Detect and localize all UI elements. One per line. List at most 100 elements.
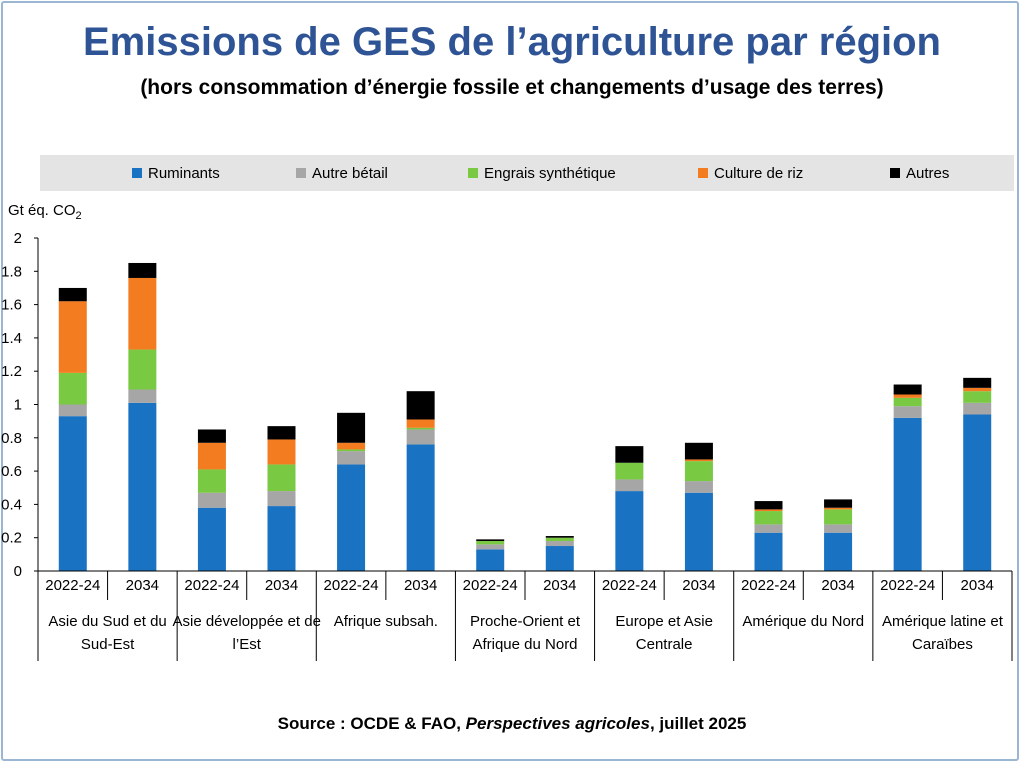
y-tick-label: 2 — [14, 230, 22, 247]
y-tick-label: 1 — [14, 397, 22, 414]
group-label: l’Est — [233, 636, 262, 653]
bar-segment-ruminants — [267, 506, 296, 571]
legend-item-engrais: Engrais synthétique — [468, 164, 616, 182]
bar-segment-autre-betail — [128, 389, 157, 403]
bar-segment-ruminants — [824, 532, 853, 571]
bar-segment-autre-betail — [58, 404, 87, 417]
period-label: 2034 — [543, 577, 576, 594]
bar-segment-engrais — [267, 464, 296, 492]
bar-segment-autres — [754, 501, 783, 510]
chart-title: Emissions de GES de l’agriculture par ré… — [82, 20, 941, 64]
y-tick-label: 0.2 — [1, 530, 22, 547]
bar-segment-ruminants — [476, 549, 505, 571]
bar-segment-autres — [128, 262, 157, 278]
y-tick-label: 0.6 — [1, 463, 22, 480]
bar-segment-riz — [754, 509, 783, 512]
y-axis: 0 0.2 0.4 0.6 0.8 1 1.2 1.4 1.6 1.8 2 — [1, 230, 39, 580]
bar-segment-autres — [337, 412, 366, 443]
legend-label-engrais: Engrais synthétique — [484, 164, 616, 182]
bar-segment-autre-betail — [476, 544, 505, 550]
bar-segment-ruminants — [58, 416, 87, 571]
group-label: Amérique du Nord — [742, 613, 864, 630]
period-label: 2034 — [126, 577, 159, 594]
bar-segment-engrais — [963, 391, 992, 403]
period-label: 2022-24 — [463, 577, 518, 594]
bar-segment-ruminants — [615, 491, 644, 571]
bar-segment-engrais — [337, 449, 366, 452]
bar-segment-engrais — [197, 469, 226, 493]
bar-segment-autres — [197, 429, 226, 443]
bar-segment-autre-betail — [754, 524, 783, 533]
bar-segment-ruminants — [197, 507, 226, 571]
source-publication: Perspectives agricoles — [465, 714, 650, 733]
bar-segment-autre-betail — [406, 429, 435, 445]
bar-segment-ruminants — [963, 414, 992, 571]
legend-swatch-autres — [890, 168, 900, 178]
group-label: Proche-Orient et — [470, 613, 581, 630]
legend-label-ruminants: Ruminants — [148, 164, 220, 182]
period-label: 2034 — [265, 577, 298, 594]
bar-segment-autres — [267, 426, 296, 440]
bar-segment-autres — [615, 446, 644, 463]
bar-segment-engrais — [128, 349, 157, 390]
bar-segment-riz — [58, 301, 87, 373]
chart-subtitle: (hors consommation d’énergie fossile et … — [140, 76, 884, 99]
bar-segment-engrais — [545, 537, 574, 542]
legend-swatch-ruminants — [132, 168, 142, 178]
bar-segment-autres — [893, 384, 922, 395]
bar-segment-autre-betail — [893, 406, 922, 418]
group-label: Caraïbes — [912, 636, 973, 653]
legend-label-riz: Culture de riz — [714, 164, 804, 182]
period-label: 2022-24 — [184, 577, 239, 594]
bar-segment-ruminants — [754, 532, 783, 571]
x-axis: 2022-24 2034 2022-24 2034 2022-24 2034 2022-24… — [37, 570, 1013, 661]
bar-segment-engrais — [684, 461, 713, 482]
bar-segment-engrais — [476, 541, 505, 545]
y-tick-label: 0.8 — [1, 430, 22, 447]
legend-item-autre-betail: Autre bétail — [296, 164, 388, 182]
bar-segment-autre-betail — [545, 541, 574, 547]
bar-segment-autre-betail — [963, 402, 992, 415]
legend-swatch-riz — [698, 168, 708, 178]
source-prefix: Source : OCDE & FAO, — [277, 714, 466, 733]
period-label: 2022-24 — [741, 577, 796, 594]
group-label: Asie développée et de — [172, 613, 320, 630]
legend-swatch-autre-betail — [296, 168, 306, 178]
bar-segment-riz — [128, 277, 157, 350]
period-label: 2034 — [404, 577, 437, 594]
source-suffix: , juillet 2025 — [649, 714, 747, 733]
bar-segment-autres — [58, 287, 87, 302]
bar-segment-engrais — [893, 397, 922, 407]
bar-segment-riz — [893, 394, 922, 398]
group-label: Europe et Asie — [615, 613, 713, 630]
bar-segment-riz — [824, 507, 853, 510]
bar-segment-engrais — [615, 462, 644, 480]
group-label: Amérique latine et — [882, 613, 1004, 630]
group-label: Asie du Sud et du — [48, 613, 166, 630]
stacked-bar-chart: Gt éq. CO2 00.20.40.60.811.21.41.61.82 2… — [1, 202, 1013, 661]
bar-segment-autres — [824, 499, 853, 508]
legend-item-autres: Autres — [890, 164, 949, 182]
group-label: Sud-Est — [81, 636, 135, 653]
group-label: Afrique du Nord — [472, 636, 577, 653]
bar-segment-engrais — [754, 511, 783, 525]
bar-segment-riz — [406, 419, 435, 428]
legend-item-ruminants: Ruminants — [132, 164, 220, 182]
bar-segment-engrais — [824, 509, 853, 525]
y-tick-label: 1.8 — [1, 263, 22, 280]
y-tick-label: 1.6 — [1, 297, 22, 314]
bar-segment-riz — [267, 439, 296, 465]
bar-segment-riz — [197, 442, 226, 470]
legend-label-autres: Autres — [906, 164, 950, 182]
period-label: 2022-24 — [324, 577, 379, 594]
bar-segment-riz — [963, 387, 992, 392]
bar-segment-ruminants — [545, 546, 574, 571]
bar-segment-autre-betail — [267, 491, 296, 507]
legend-swatch-engrais — [468, 168, 478, 178]
bars — [58, 262, 992, 571]
period-label: 2022-24 — [880, 577, 935, 594]
bar-segment-engrais — [58, 372, 87, 405]
period-label: 2034 — [821, 577, 854, 594]
bar-segment-autre-betail — [824, 524, 853, 533]
bar-segment-autres — [406, 391, 435, 420]
